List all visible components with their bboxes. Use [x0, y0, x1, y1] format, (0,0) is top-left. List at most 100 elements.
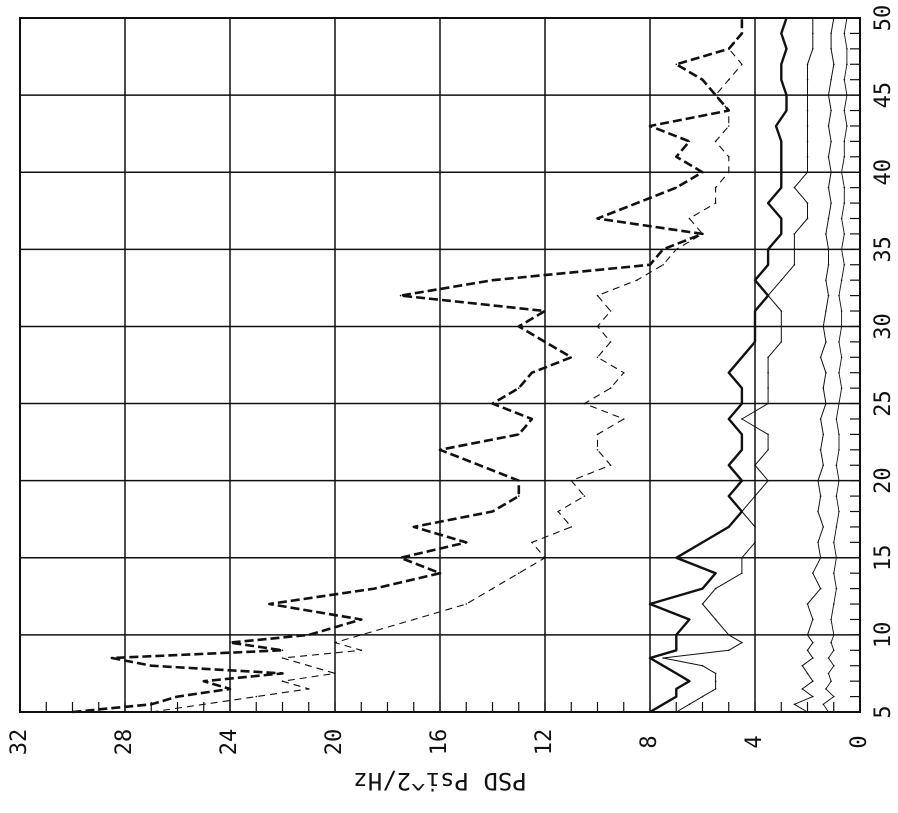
series-line-solid-heavy [648, 17, 788, 714]
data-point [840, 387, 843, 389]
data-point [838, 341, 840, 343]
data-point [701, 603, 704, 605]
data-point [767, 387, 769, 389]
data-point [255, 695, 258, 698]
data-point [308, 634, 310, 636]
data-point [830, 140, 832, 143]
data-point [835, 557, 838, 559]
data-point [728, 78, 730, 81]
data-point [840, 279, 843, 282]
data-point [817, 541, 819, 544]
data-point [840, 310, 843, 312]
data-point [835, 526, 838, 528]
data-point [741, 387, 743, 389]
x-tick-label-35: 35 [871, 236, 896, 262]
data-point [825, 341, 827, 343]
series-line-thin-solid [662, 18, 814, 713]
data-point [830, 641, 832, 644]
data-point [780, 156, 783, 158]
data-point [649, 264, 651, 266]
y-tick-label-16: 16 [427, 729, 452, 756]
data-point [806, 125, 809, 127]
data-point [675, 248, 678, 251]
data-point [785, 109, 788, 112]
y-tick-label-4: 4 [742, 735, 767, 748]
data-point [833, 17, 835, 19]
data-point [662, 703, 664, 706]
data-point [714, 94, 717, 96]
data-point [728, 156, 730, 158]
data-point [754, 464, 756, 467]
data-point [741, 449, 743, 451]
y-tick-label-24: 24 [217, 729, 242, 756]
data-point [767, 402, 769, 405]
data-point [806, 109, 809, 112]
data-point [596, 433, 599, 436]
data-point [785, 17, 788, 19]
series-dashed-heavy [71, 17, 744, 714]
data-point [838, 371, 840, 374]
data-point [203, 703, 205, 706]
data-point [465, 603, 468, 605]
data-point [827, 248, 830, 251]
data-point [767, 433, 769, 436]
data-point [570, 479, 573, 482]
x-tick-label-45: 45 [871, 82, 896, 109]
data-point [728, 464, 730, 467]
data-point [491, 402, 494, 405]
data-point [840, 248, 843, 251]
data-point [728, 634, 730, 636]
data-point [812, 32, 814, 35]
data-point [741, 356, 743, 359]
data-point [623, 418, 625, 420]
data-point [835, 418, 838, 420]
data-point [531, 371, 533, 374]
data-point [741, 572, 743, 574]
data-point [334, 641, 336, 644]
data-point [827, 657, 830, 659]
data-point [819, 495, 822, 497]
data-point [570, 356, 573, 359]
data-point [767, 264, 769, 266]
data-point [728, 371, 730, 374]
data-point [609, 464, 612, 467]
x-tick-labels: 5 10 15 20 25 30 35 40 45 50 [871, 5, 896, 719]
data-point [767, 371, 769, 374]
data-point [439, 449, 441, 451]
data-point [817, 479, 819, 482]
data-point [268, 603, 271, 605]
data-point [728, 526, 730, 528]
data-point [714, 680, 717, 682]
data-point [838, 449, 840, 451]
data-point [688, 703, 691, 706]
data-point [281, 672, 284, 675]
data-point [662, 248, 664, 251]
data-point [111, 657, 113, 659]
data-point [662, 657, 664, 659]
data-point [822, 464, 825, 467]
data-point [714, 202, 717, 204]
data-point [780, 217, 783, 220]
data-point [675, 641, 678, 644]
data-point [825, 371, 827, 374]
data-point [785, 48, 788, 50]
data-point [701, 664, 704, 667]
series-thin-dashed [150, 17, 743, 713]
data-point [835, 464, 838, 467]
x-tick-label-15: 15 [871, 545, 896, 572]
data-point [675, 688, 678, 690]
data-point [806, 672, 809, 675]
data-point [827, 711, 830, 713]
data-point [812, 695, 814, 698]
data-point [830, 48, 832, 50]
data-point [812, 618, 814, 621]
data-point [812, 17, 814, 19]
data-point [399, 294, 402, 297]
data-point [838, 294, 840, 297]
data-point [609, 341, 612, 343]
data-point [701, 541, 704, 544]
data-point [360, 618, 363, 621]
data-point [843, 156, 846, 158]
data-point [767, 449, 769, 451]
data-point [812, 48, 814, 50]
